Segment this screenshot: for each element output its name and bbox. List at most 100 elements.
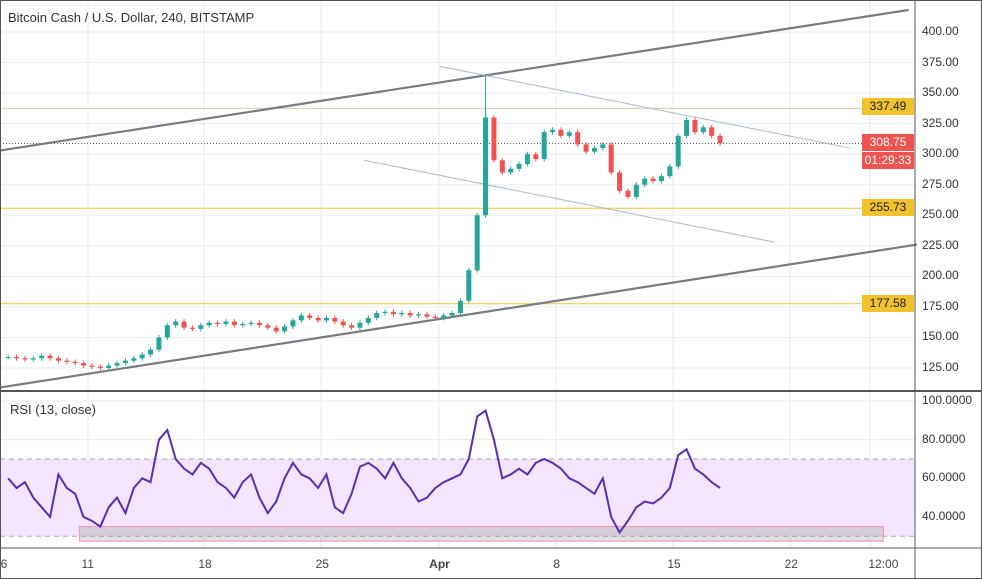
candle xyxy=(273,327,279,332)
candle xyxy=(633,184,639,197)
candle xyxy=(483,117,489,216)
candle xyxy=(499,160,505,173)
candle xyxy=(541,132,547,160)
price-tick-label: 375.00 xyxy=(922,54,959,69)
candle xyxy=(675,135,681,167)
candle xyxy=(198,325,204,329)
candle xyxy=(231,321,237,326)
candle xyxy=(491,117,497,161)
candle xyxy=(72,361,78,364)
candle xyxy=(575,132,581,145)
candle xyxy=(474,215,480,271)
candle xyxy=(700,127,706,133)
candle xyxy=(583,144,589,152)
candle xyxy=(323,317,329,321)
candle xyxy=(566,132,572,136)
candle xyxy=(617,172,623,191)
candle xyxy=(449,313,455,316)
rsi-highlight-zone xyxy=(78,526,884,542)
candle xyxy=(114,363,120,366)
candle xyxy=(692,119,698,133)
candle xyxy=(608,144,614,173)
candle xyxy=(39,355,45,359)
candle xyxy=(658,176,664,182)
candle xyxy=(349,325,355,328)
support-price-tag: 255.73 xyxy=(862,199,914,216)
candle xyxy=(533,154,539,160)
candle xyxy=(390,311,396,315)
symbol-title[interactable]: Bitcoin Cash / U.S. Dollar, 240, BITSTAM… xyxy=(8,10,255,25)
candle xyxy=(357,322,363,328)
rsi-band xyxy=(0,458,915,537)
last-price-tag: 308.75 xyxy=(862,134,914,151)
time-tick-label: 11 xyxy=(81,557,94,571)
rsi-title[interactable]: RSI (13, close) xyxy=(10,402,96,417)
descending-trendline xyxy=(439,65,850,149)
price-tick-label: 275.00 xyxy=(922,176,959,191)
candle xyxy=(164,325,170,338)
rsi-line xyxy=(7,409,721,535)
candle xyxy=(717,135,723,144)
candle xyxy=(382,311,388,314)
candle xyxy=(432,316,438,318)
candle xyxy=(298,315,304,321)
price-tick-label: 225.00 xyxy=(922,237,959,252)
candle xyxy=(416,314,422,316)
time-tick-label: 15 xyxy=(667,557,681,571)
candle xyxy=(156,337,162,350)
candle xyxy=(550,129,556,133)
candle xyxy=(558,129,564,136)
candle xyxy=(122,360,128,364)
rsi-tick-label: 100.0000 xyxy=(922,393,973,407)
price-tick-label: 200.00 xyxy=(922,268,959,283)
candle xyxy=(97,366,103,368)
candle xyxy=(55,358,61,361)
candle xyxy=(106,365,112,368)
price-tick-label: 325.00 xyxy=(922,115,959,130)
candle xyxy=(47,355,53,359)
candle xyxy=(30,358,36,360)
candle xyxy=(64,360,70,362)
time-tick-label: Apr xyxy=(429,557,450,571)
candle xyxy=(642,178,648,185)
time-tick-label: 12:00 xyxy=(868,557,899,571)
base-price-tag: 177.58 xyxy=(862,295,914,312)
time-tick-label: 22 xyxy=(784,557,798,571)
candle xyxy=(256,322,262,326)
time-tick-label: 8 xyxy=(553,557,561,571)
time-tick-label: 18 xyxy=(198,557,212,571)
candle xyxy=(399,313,405,315)
countdown-tag: 01:29:33 xyxy=(862,152,914,169)
time-tick-label: 6 xyxy=(0,557,8,571)
candle xyxy=(5,356,11,358)
candle xyxy=(189,327,195,329)
candle xyxy=(282,326,288,332)
candle xyxy=(240,324,246,326)
candle xyxy=(457,300,463,314)
candle xyxy=(173,321,179,326)
candle xyxy=(223,321,229,325)
candle xyxy=(206,322,212,326)
candle xyxy=(508,168,514,173)
candle xyxy=(374,313,380,318)
candle xyxy=(89,365,95,367)
candle xyxy=(441,315,447,318)
candle xyxy=(650,178,656,182)
candle xyxy=(524,154,530,164)
candle xyxy=(709,127,715,136)
candle xyxy=(22,358,28,360)
candle xyxy=(667,166,673,177)
candle xyxy=(14,356,20,359)
rsi-tick-label: 80.0000 xyxy=(922,431,966,446)
rsi-tick-label: 40.0000 xyxy=(922,508,966,523)
rsi-tick-label: 60.0000 xyxy=(922,470,966,485)
price-tick-label: 400.00 xyxy=(922,24,959,38)
candle xyxy=(466,270,472,301)
candle xyxy=(131,358,137,361)
channel-trendline xyxy=(0,243,918,389)
resistance-price-tag: 337.49 xyxy=(862,98,914,115)
price-tick-label: 250.00 xyxy=(922,207,959,222)
candle xyxy=(424,314,430,317)
candle xyxy=(148,349,154,355)
